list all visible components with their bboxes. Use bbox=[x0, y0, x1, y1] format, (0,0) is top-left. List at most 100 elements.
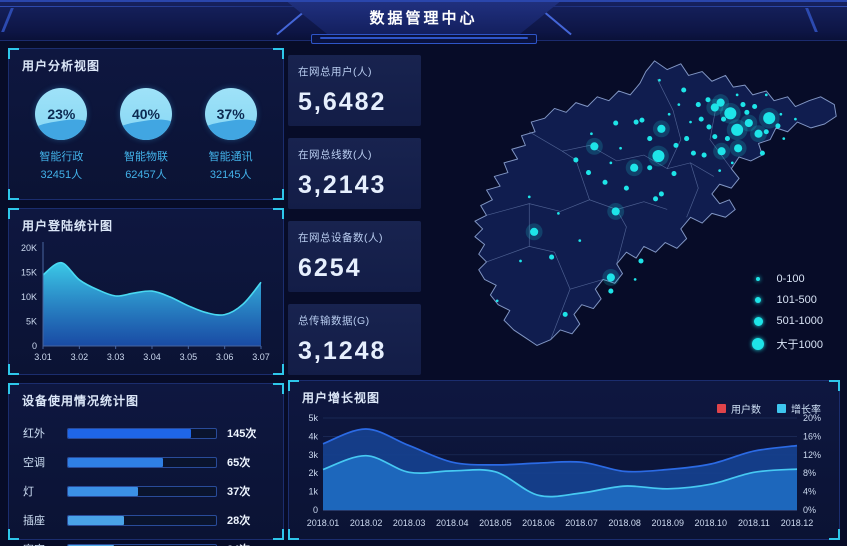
map-data-point[interactable] bbox=[652, 150, 665, 163]
panel-login-stats: 用户登陆统计图 0 5K 10K 15K 20K 3.01 3.02 3.03 3.04 3.05… bbox=[8, 208, 284, 375]
bar-track bbox=[67, 543, 217, 546]
map-data-point[interactable] bbox=[752, 103, 758, 110]
map-data-point[interactable] bbox=[623, 185, 629, 191]
svg-text:0: 0 bbox=[313, 505, 318, 515]
map-data-point[interactable] bbox=[638, 258, 644, 264]
map-data-point[interactable] bbox=[724, 107, 737, 120]
login-area-chart[interactable]: 0 5K 10K 15K 20K 3.01 3.02 3.03 3.04 3.05 3.06 3.07 bbox=[9, 234, 273, 376]
legend-label: 501-1000 bbox=[776, 315, 824, 327]
map-data-point[interactable] bbox=[639, 117, 645, 123]
growth-chart-legend: 用户数 增长率 bbox=[717, 401, 821, 416]
map-data-point[interactable] bbox=[705, 97, 711, 103]
map-data-point[interactable] bbox=[671, 171, 677, 177]
map-data-point[interactable] bbox=[710, 103, 719, 112]
map-data-point[interactable] bbox=[608, 288, 614, 294]
map-data-point[interactable] bbox=[549, 254, 555, 260]
map-data-point[interactable] bbox=[731, 123, 744, 136]
map-data-point[interactable] bbox=[673, 142, 679, 148]
map-data-point[interactable] bbox=[602, 179, 608, 185]
map-data-point[interactable] bbox=[744, 109, 750, 115]
map-data-point[interactable] bbox=[779, 112, 783, 116]
map-data-point[interactable] bbox=[712, 134, 718, 140]
map-data-point[interactable] bbox=[759, 150, 765, 156]
map-data-point[interactable] bbox=[578, 239, 582, 242]
map-data-point[interactable] bbox=[585, 170, 592, 176]
map-data-point[interactable] bbox=[658, 191, 664, 197]
map-data-point[interactable] bbox=[609, 161, 613, 165]
map-data-point[interactable] bbox=[698, 116, 704, 122]
svg-text:20K: 20K bbox=[21, 243, 37, 253]
svg-text:5K: 5K bbox=[26, 317, 37, 327]
map-data-point[interactable] bbox=[633, 278, 637, 281]
map-data-point[interactable] bbox=[653, 196, 659, 202]
map-data-point[interactable] bbox=[706, 124, 712, 130]
map-data-point[interactable] bbox=[724, 136, 730, 142]
map-data-point[interactable] bbox=[684, 136, 690, 142]
legend-item[interactable]: 用户数 bbox=[717, 401, 761, 416]
map-data-point[interactable] bbox=[619, 146, 622, 150]
ball-label: 智能行政 bbox=[39, 151, 84, 163]
percent-ball-item: 23% 智能行政 32451人 bbox=[22, 88, 100, 182]
map-data-point[interactable] bbox=[527, 195, 531, 199]
map-data-point[interactable] bbox=[754, 129, 763, 138]
map-data-point[interactable] bbox=[763, 112, 776, 125]
map-data-point[interactable] bbox=[657, 124, 666, 133]
map-data-point[interactable] bbox=[763, 129, 769, 135]
map-data-point[interactable] bbox=[495, 299, 499, 303]
map-data-point[interactable] bbox=[718, 169, 722, 172]
legend-item[interactable]: 增长率 bbox=[777, 401, 821, 416]
map-data-point[interactable] bbox=[775, 123, 781, 129]
legend-label: 用户数 bbox=[731, 405, 761, 416]
map-data-point[interactable] bbox=[717, 147, 726, 156]
map-data-point[interactable] bbox=[633, 119, 639, 125]
map-data-point[interactable] bbox=[647, 165, 653, 171]
svg-text:2018.06: 2018.06 bbox=[522, 518, 555, 528]
map-data-point[interactable] bbox=[613, 120, 619, 126]
map-data-point[interactable] bbox=[647, 136, 653, 142]
map-data-point[interactable] bbox=[690, 150, 696, 156]
panel-title: 设备使用情况统计图 bbox=[22, 394, 140, 408]
map-data-point[interactable] bbox=[689, 120, 692, 124]
map-data-point[interactable] bbox=[721, 116, 727, 122]
svg-text:8%: 8% bbox=[803, 468, 816, 478]
map-data-point[interactable] bbox=[677, 103, 681, 106]
map-data-point[interactable] bbox=[740, 102, 746, 108]
corner-bracket-icon bbox=[273, 383, 284, 394]
map-data-point[interactable] bbox=[681, 87, 687, 93]
map-data-point[interactable] bbox=[573, 157, 579, 163]
map-data-point[interactable] bbox=[611, 207, 620, 216]
map-data-point[interactable] bbox=[701, 152, 707, 158]
svg-text:2018.08: 2018.08 bbox=[608, 518, 641, 528]
province-map[interactable] bbox=[436, 46, 844, 372]
map-data-point[interactable] bbox=[590, 132, 593, 136]
map-data-point[interactable] bbox=[716, 98, 725, 107]
device-label: 空调 bbox=[23, 457, 45, 469]
map-data-point[interactable] bbox=[562, 311, 568, 317]
map-data-point[interactable] bbox=[530, 227, 539, 236]
map-data-point[interactable] bbox=[735, 93, 739, 97]
map-data-point[interactable] bbox=[794, 117, 797, 121]
map-data-point[interactable] bbox=[590, 142, 599, 151]
panel-title: 用户增长视图 bbox=[302, 391, 381, 405]
header-right-slash-icon bbox=[805, 8, 834, 32]
map-data-point[interactable] bbox=[557, 212, 560, 215]
map-data-point[interactable] bbox=[519, 259, 522, 263]
bar-fill bbox=[68, 544, 114, 546]
svg-text:20%: 20% bbox=[803, 413, 821, 423]
device-value: 37次 bbox=[227, 486, 251, 498]
device-bar-row: 灯 37次 bbox=[23, 483, 269, 499]
map-data-point[interactable] bbox=[658, 78, 661, 82]
map-data-point[interactable] bbox=[782, 137, 786, 140]
map-data-point[interactable] bbox=[606, 273, 615, 282]
map-data-point[interactable] bbox=[667, 112, 671, 116]
map-data-point[interactable] bbox=[744, 118, 753, 128]
map-data-point[interactable] bbox=[730, 161, 734, 165]
map-data-point[interactable] bbox=[734, 144, 743, 153]
map-data-point[interactable] bbox=[695, 102, 701, 108]
ball-count: 32145人 bbox=[209, 169, 252, 181]
svg-text:15K: 15K bbox=[21, 268, 37, 278]
map-data-point[interactable] bbox=[630, 163, 639, 172]
map-legend-item: 大于1000 bbox=[752, 336, 824, 352]
map-data-point[interactable] bbox=[764, 93, 768, 97]
growth-area-chart[interactable]: 0 0% 1k 4% 2k 8% 3k 12% 4k 16% 5k 20% 2018.01 2018.02… bbox=[293, 408, 837, 542]
